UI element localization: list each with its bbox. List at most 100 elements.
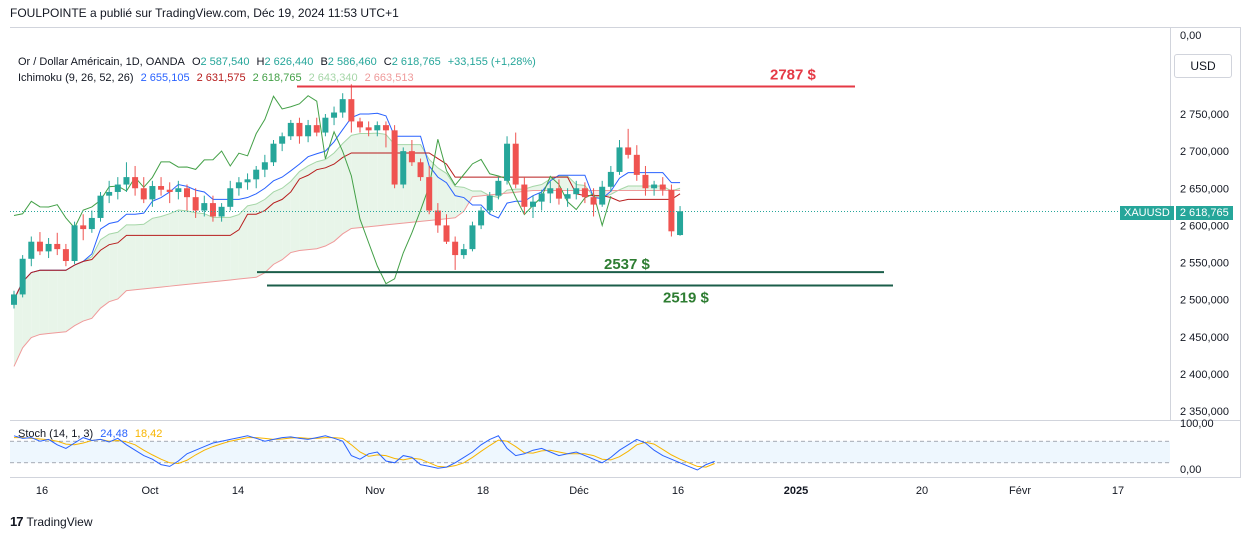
right-edge-border [1240, 27, 1241, 478]
cloud-segment [290, 171, 300, 253]
cloud-segment [161, 213, 170, 288]
candle-body [331, 112, 338, 118]
candle-body [244, 179, 251, 183]
symbol-name[interactable]: Or / Dollar Américain, 1D, OANDA [18, 56, 185, 68]
cloud-segment [282, 181, 291, 260]
symbol-legend: Or / Dollar Américain, 1D, OANDA O2 587,… [18, 56, 540, 68]
ichimoku-senkou-b-value: 2 663,513 [364, 72, 414, 84]
candle-body [287, 122, 294, 137]
candle-body [305, 125, 312, 137]
candle-body [166, 189, 173, 192]
stoch-axis-tick: 0,00 [1180, 464, 1201, 476]
cloud-segment [334, 143, 343, 242]
candle-body [261, 162, 268, 170]
ohlc-close: C2 618,765 [383, 56, 441, 68]
cloud-segment [204, 213, 213, 283]
candle-body [218, 206, 225, 217]
candle-body [599, 186, 606, 205]
cloud-segment [91, 239, 101, 319]
candle-body [209, 203, 216, 217]
time-axis[interactable]: 16 Oct 14 Nov 18 Déc 16 2025 20 Févr 17 [36, 485, 1124, 497]
candle-body [270, 143, 277, 163]
price-axis-tick: 2 500,000 [1180, 295, 1229, 307]
candle-body [659, 184, 666, 190]
candle-body [521, 184, 528, 207]
cloud-segment [472, 191, 482, 197]
candle-body [478, 210, 485, 226]
time-axis-separator [10, 477, 1241, 478]
candle-body [201, 203, 208, 211]
candle-body [668, 189, 675, 232]
cloud-segment [325, 152, 335, 247]
stoch-label[interactable]: Stoch (14, 1, 3) [18, 428, 94, 440]
cloud-segment [31, 270, 40, 338]
candle-body [400, 151, 407, 185]
candle-body [469, 225, 476, 250]
candle-body [253, 169, 260, 180]
cloud-segment [143, 218, 153, 289]
stoch-d-value: 18,42 [134, 428, 163, 440]
cloud-segment [83, 256, 92, 322]
price-axis-tick: 2 650,000 [1180, 183, 1229, 195]
cloud-segment [256, 199, 265, 278]
ichimoku-senkou-a-value: 2 643,340 [308, 72, 358, 84]
price-axis-tick: 2 750,000 [1180, 109, 1229, 121]
cloud-segment [117, 224, 127, 299]
tradingview-wordmark: TradingView [26, 514, 93, 529]
time-axis-tick: 16 [36, 485, 48, 497]
cloud-segment [299, 165, 309, 251]
cloud-segment [221, 217, 231, 281]
candle-body [530, 201, 536, 207]
candle-body [54, 243, 61, 250]
candle-body [547, 188, 554, 194]
time-axis-tick: 18 [477, 485, 489, 497]
candle-body [175, 188, 182, 192]
price-axis-tick: 2 550,000 [1180, 258, 1229, 270]
stochastic-pane: 100,00 0,00 [10, 418, 1214, 476]
cloud-segment [135, 224, 144, 290]
candle-body [564, 194, 571, 199]
cloud-segment [446, 173, 456, 219]
candle-body [642, 174, 649, 189]
cloud-segment [455, 186, 464, 218]
candle-body [140, 188, 147, 200]
currency-button[interactable]: USD [1174, 54, 1232, 78]
candle-body [88, 217, 95, 230]
candle-body [71, 225, 78, 262]
candle-body [452, 241, 459, 256]
publisher-line: FOULPOINTE a publié sur TradingView.com,… [10, 6, 399, 20]
time-axis-tick: Nov [365, 485, 385, 497]
candle-body [339, 99, 346, 113]
candle-body [97, 195, 104, 218]
cloud-segment [152, 216, 162, 288]
ichimoku-cloud [13, 132, 681, 367]
ichimoku-lines [13, 95, 681, 300]
candle-body [426, 177, 433, 211]
candle-body [114, 184, 121, 192]
price-axis[interactable]: 0,00 2 750,000 2 700,000 2 650,000 2 600,000… [1180, 30, 1229, 418]
candle-body [36, 241, 43, 252]
cloud-segment [342, 135, 352, 234]
price-axis-tick: 2 350,000 [1180, 406, 1229, 418]
cloud-segment [558, 176, 568, 191]
cloud-segment [567, 176, 577, 191]
candle-body [651, 184, 658, 189]
tradingview-logo[interactable]: 17 TradingView [10, 514, 93, 529]
kijun-line [13, 152, 681, 300]
cloud-segment [178, 209, 187, 286]
cloud-segment [57, 270, 66, 333]
cloud-segment [316, 159, 326, 249]
candle-body [460, 249, 467, 256]
stoch-k-value: 24,48 [100, 428, 128, 440]
tradingview-icon: 17 [10, 514, 24, 529]
ichimoku-label[interactable]: Ichimoku (9, 26, 52, 26) [18, 72, 134, 84]
senkou-a-line [13, 132, 681, 300]
candle-body [434, 210, 441, 226]
time-axis-tick: Déc [569, 485, 589, 497]
cloud-segment [74, 261, 84, 326]
candle-body [62, 249, 69, 262]
price-axis-tick: 2 700,000 [1180, 146, 1229, 158]
candle-body [192, 197, 199, 211]
price-axis-tick: 2 450,000 [1180, 332, 1229, 344]
